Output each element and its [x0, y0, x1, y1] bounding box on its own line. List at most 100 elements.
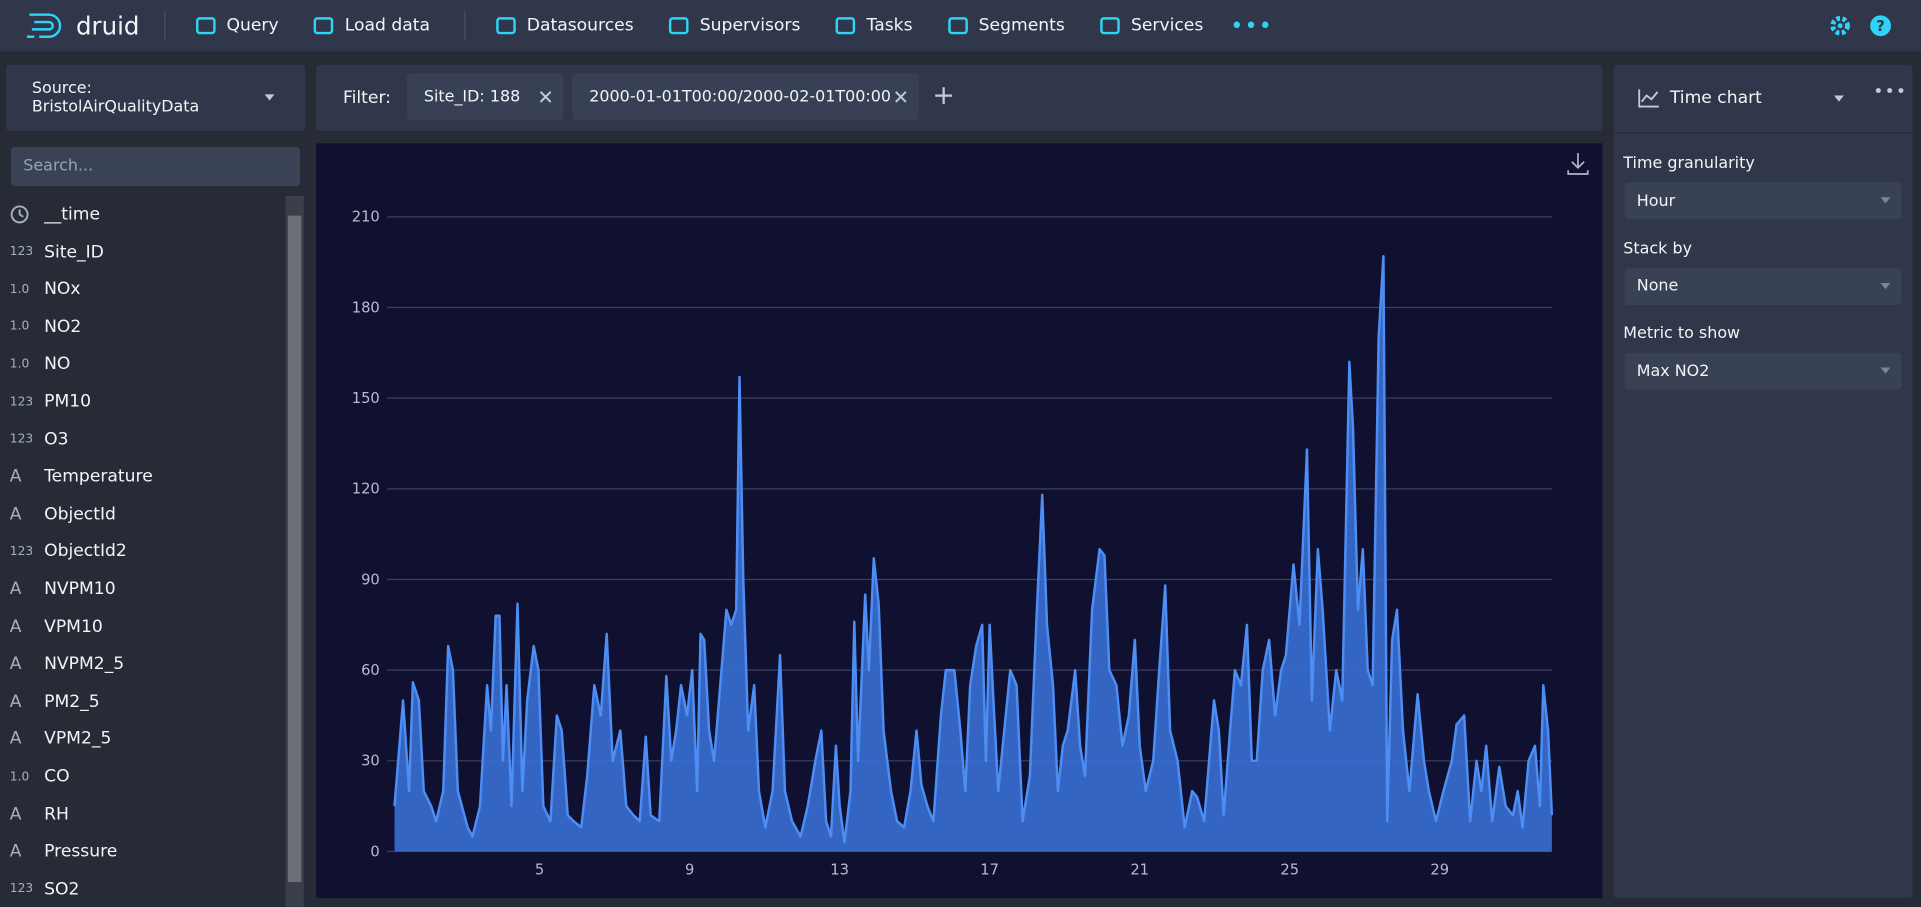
y-tick-label: 60	[361, 662, 380, 679]
y-tick-label: 210	[352, 209, 380, 226]
download-icon[interactable]	[1567, 153, 1589, 175]
nav-icon	[195, 17, 216, 35]
nav-item[interactable]: Tasks	[835, 16, 913, 36]
column-item[interactable]: 123 Site_ID	[10, 234, 104, 271]
filter-chip[interactable]: Site_ID: 188 ✕	[406, 73, 564, 121]
column-type: 123	[9, 545, 34, 559]
column-item[interactable]: 123 SO2	[10, 871, 80, 907]
panel-title[interactable]: Time chart	[1669, 88, 1762, 108]
column-type: A	[9, 467, 22, 487]
column-type: 123	[9, 395, 34, 409]
column-type: 1.0	[9, 769, 30, 784]
nav-label: Tasks	[866, 15, 913, 36]
column-type: A	[9, 804, 22, 825]
column-type: A	[9, 729, 22, 750]
column-item[interactable]: 1.0 NO	[10, 346, 71, 383]
column-type: 1.0	[9, 282, 30, 297]
column-item[interactable]: 123 PM10	[10, 383, 91, 420]
column-item[interactable]: 123 ObjectId2	[10, 533, 127, 570]
header: druid Query Load data Datasources Superviso…	[0, 0, 1921, 52]
nav-icon	[314, 17, 334, 35]
column-item[interactable]: __time	[10, 196, 100, 233]
panel-menu[interactable]: •••	[1873, 82, 1908, 102]
caret	[264, 94, 275, 101]
nav-item[interactable]: Segments	[947, 16, 1065, 36]
column-name: NO2	[44, 317, 82, 337]
column-type: A	[9, 654, 22, 675]
nav-icon	[669, 17, 689, 35]
column-name: NOx	[44, 279, 81, 300]
source-text: Source: BristolAirQualityData	[32, 80, 199, 117]
scrollbar[interactable]	[285, 196, 304, 907]
column-item[interactable]: A NVPM10	[10, 571, 116, 608]
control-value: None	[1636, 276, 1679, 296]
column-item[interactable]: A VPM2_5	[10, 721, 112, 758]
control-select[interactable]: Hour	[1624, 182, 1902, 220]
source-selector[interactable]: Source: BristolAirQualityData	[6, 64, 306, 132]
search-input[interactable]: Search...	[11, 147, 301, 187]
column-item[interactable]: A ObjectId	[10, 496, 116, 533]
chart-icon	[1638, 89, 1659, 108]
column-item[interactable]: 123 O3	[10, 421, 69, 458]
nav-icon	[835, 17, 856, 35]
column-item[interactable]: A PM2_5	[10, 683, 100, 720]
column-item[interactable]: A VPM10	[10, 608, 103, 645]
svg-text:?: ?	[1876, 18, 1885, 35]
add-filter[interactable]: +	[932, 80, 955, 112]
scroll-thumb[interactable]	[287, 215, 302, 883]
column-name: Pressure	[44, 841, 118, 862]
column-item[interactable]: 1.0 CO	[10, 758, 70, 795]
control-label: Time granularity	[1623, 154, 1755, 173]
column-type: A	[9, 691, 22, 712]
column-type: A	[9, 841, 22, 862]
column-name: PM10	[44, 392, 92, 412]
column-item[interactable]: A NVPM2_5	[10, 646, 124, 683]
caret	[1880, 282, 1891, 289]
nav-item[interactable]: Load data	[313, 16, 430, 36]
chart: 0 30 60 90 120 150 180 210 5 9 13 17 21 25 29	[316, 143, 1603, 899]
column-name: NVPM2_5	[44, 654, 125, 675]
column-item[interactable]: A Temperature	[10, 458, 153, 495]
column-item[interactable]: A Pressure	[10, 833, 118, 870]
nav-icon	[496, 17, 516, 35]
column-item[interactable]: A RH	[10, 796, 69, 833]
caret	[1834, 95, 1844, 102]
control-select[interactable]: Max NO2	[1624, 352, 1902, 390]
nav-item[interactable]: Supervisors	[668, 16, 800, 36]
more-menu[interactable]: •••	[1230, 12, 1273, 39]
column-type: 123	[9, 245, 34, 259]
column-item[interactable]: 1.0 NO2	[10, 308, 82, 345]
nav-label: Load data	[344, 15, 431, 36]
nav: Query Load data Datasources Supervisors Task…	[195, 11, 1238, 41]
brand: druid	[75, 11, 140, 41]
y-tick-label: 90	[361, 571, 380, 588]
filter-chip[interactable]: 2000-01-01T00:00/2000-02-01T00:00 ✕	[572, 73, 919, 121]
nav-item[interactable]: Query	[195, 16, 279, 36]
nav-item[interactable]: Datasources	[495, 16, 634, 36]
y-tick-label: 120	[352, 481, 380, 498]
separator	[163, 11, 166, 41]
x-tick-label: 29	[1430, 862, 1449, 879]
chip-remove[interactable]: ✕	[537, 85, 554, 109]
control-select[interactable]: None	[1624, 267, 1902, 305]
x-tick-label: 25	[1280, 862, 1299, 879]
nav-item[interactable]: Services	[1099, 16, 1203, 36]
y-tick-label: 30	[361, 753, 380, 770]
column-name: VPM10	[44, 616, 103, 637]
header-icons[interactable]: ?	[1829, 15, 1903, 40]
chip-remove[interactable]: ✕	[892, 85, 910, 109]
column-type: 123	[9, 432, 34, 447]
y-tick-label: 0	[370, 843, 379, 860]
x-tick-label: 5	[535, 862, 544, 879]
control-label: Stack by	[1623, 239, 1693, 258]
column-type: 1.0	[9, 320, 30, 334]
column-name: NVPM10	[44, 579, 116, 600]
column-item[interactable]: 1.0 NOx	[10, 271, 81, 308]
x-tick-label: 17	[980, 862, 999, 879]
column-name: ObjectId2	[44, 541, 127, 562]
nav-label: Query	[226, 15, 279, 36]
column-list: __time 123 Site_ID 1.0 NOx 1.0 NO2 1.0 NO 123 PM10…	[0, 196, 284, 907]
y-tick-label: 180	[352, 299, 380, 316]
control-value: Hour	[1636, 191, 1676, 211]
filter-label: Filter:	[343, 88, 392, 108]
